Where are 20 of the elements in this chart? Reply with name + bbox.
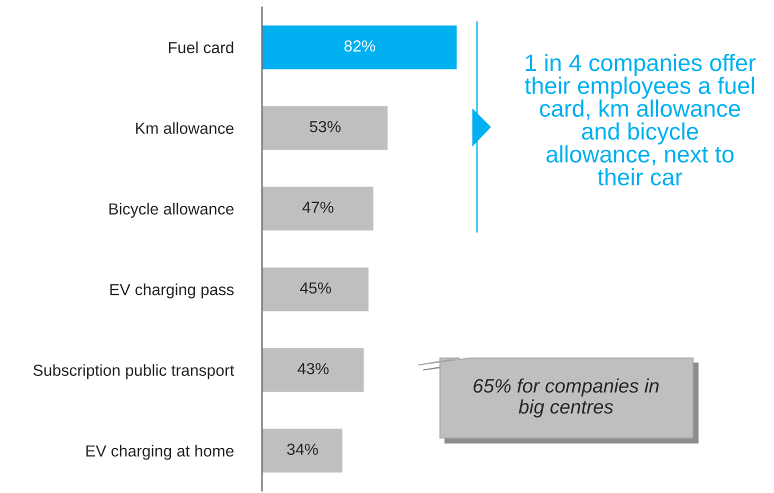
data-label: 53% <box>310 120 341 132</box>
bar <box>262 24 458 71</box>
y-tick-label: Km allowance <box>136 122 234 134</box>
data-label: 82% <box>344 40 376 52</box>
data-label: 34% <box>287 444 318 455</box>
y-tick-label: Subscription public transport <box>33 364 234 380</box>
bar <box>262 104 390 152</box>
y-tick-label: EV charging pass <box>110 284 234 298</box>
y-tick-label: Bicycle allowance <box>109 202 234 218</box>
data-label: 43% <box>298 362 329 374</box>
text: 65% for companies in big centres <box>474 378 659 418</box>
y-tick-label: Fuel card <box>168 42 234 54</box>
y-tick-label: EV charging at home <box>86 444 234 460</box>
data-label: 47% <box>302 202 334 213</box>
bar <box>262 346 366 394</box>
bar <box>262 266 370 313</box>
bar <box>262 427 344 474</box>
bar <box>262 185 375 232</box>
text: 1 in 4 companies offer their employees a fuel card, km allowance and bicycle allowance, next to their car <box>524 54 756 186</box>
data-label: 45% <box>300 282 332 294</box>
